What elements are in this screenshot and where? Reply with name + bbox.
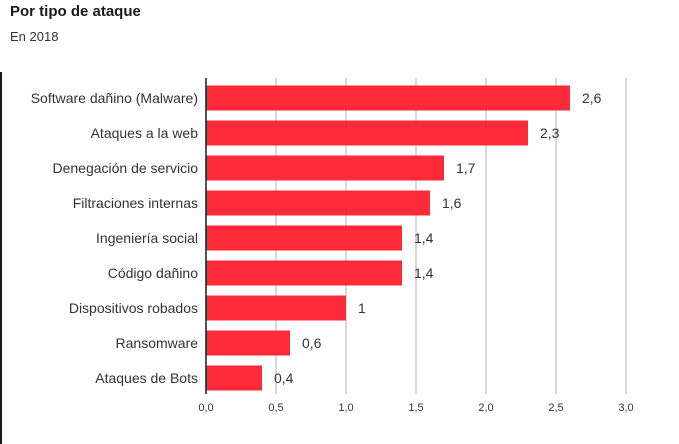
category-label: Filtraciones internas	[73, 195, 198, 211]
category-label: Ataques a la web	[91, 125, 199, 141]
category-label: Ataques de Bots	[95, 370, 198, 386]
category-label: Ingeniería social	[96, 230, 198, 246]
chart-subtitle: En 2018	[10, 29, 59, 44]
bar	[206, 155, 444, 181]
bar	[206, 365, 262, 391]
x-tick-label: 0,5	[268, 402, 283, 414]
bar	[206, 260, 402, 286]
x-tick-label: 1,5	[408, 402, 423, 414]
x-tick-label: 1,0	[338, 402, 353, 414]
value-label: 1,7	[456, 160, 476, 176]
value-label: 0,4	[274, 370, 294, 386]
bar	[206, 190, 430, 216]
value-label: 2,3	[540, 125, 560, 141]
bars	[206, 85, 570, 391]
value-label: 1	[358, 300, 366, 316]
left-rule	[0, 72, 2, 444]
value-label: 1,6	[442, 195, 462, 211]
category-label: Denegación de servicio	[52, 160, 198, 176]
chart-title: Por tipo de ataque	[10, 3, 141, 20]
category-label: Dispositivos robados	[69, 300, 198, 316]
category-label: Software dañino (Malware)	[31, 90, 198, 106]
bar	[206, 120, 528, 146]
bar	[206, 85, 570, 111]
bar	[206, 295, 346, 321]
value-label: 0,6	[302, 335, 322, 351]
x-tick-label: 3,0	[618, 402, 633, 414]
labels: 0,0 0,5 1,0 1,5 2,0 2,5 3,0 Software dañino (Ma…	[31, 90, 634, 414]
bar	[206, 330, 290, 356]
category-label: Ransomware	[116, 335, 199, 351]
value-label: 2,6	[582, 90, 602, 106]
value-label: 1,4	[414, 230, 434, 246]
category-label: Código dañino	[108, 265, 199, 281]
bar	[206, 225, 402, 251]
x-tick-label: 0,0	[198, 402, 213, 414]
x-tick-label: 2,5	[548, 402, 563, 414]
value-label: 1,4	[414, 265, 434, 281]
x-tick-label: 2,0	[478, 402, 493, 414]
